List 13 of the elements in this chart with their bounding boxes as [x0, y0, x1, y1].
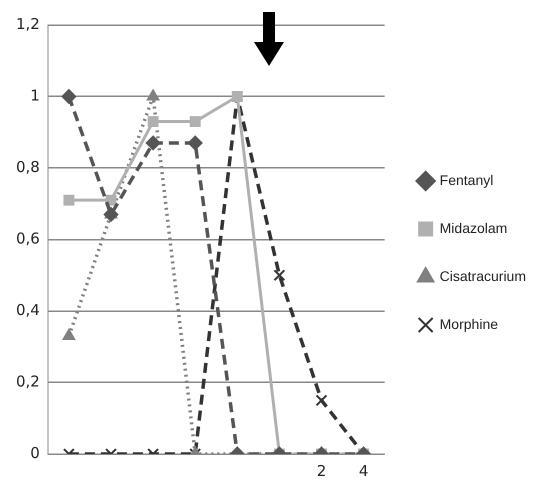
x-tick-label: 2 [316, 462, 326, 480]
y-tick-label: 0,2 [16, 372, 40, 390]
legend-label: Cisatracurium [440, 268, 526, 284]
y-tick-label: 0,8 [16, 158, 40, 176]
y-tick-label: 1 [30, 86, 40, 104]
y-tick-label: 0 [30, 444, 40, 462]
legend-label: Fentanyl [440, 172, 494, 188]
y-tick-label: 0,6 [16, 229, 40, 248]
x-tick-label: 4 [358, 462, 368, 480]
legend-label: Morphine [440, 316, 498, 332]
legend-label: Midazolam [440, 220, 508, 236]
y-tick-label: 1,2 [16, 14, 40, 33]
y-tick-label: 0,4 [16, 300, 40, 319]
